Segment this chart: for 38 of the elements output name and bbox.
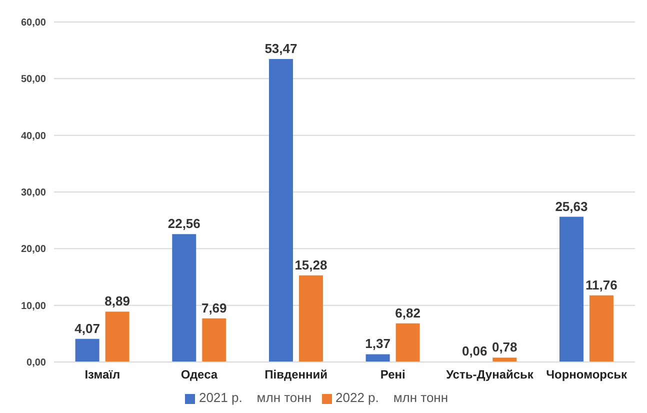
y-tick-label: 60,00	[20, 18, 46, 29]
y-tick-label: 10,00	[20, 300, 46, 312]
data-label: 7,69	[201, 300, 227, 316]
data-label: 25,63	[555, 198, 588, 214]
bar	[492, 358, 517, 362]
x-tick-label: Одеса	[180, 368, 218, 382]
bar	[268, 59, 293, 362]
x-tick-label: Ізмаїл	[84, 368, 120, 382]
y-tick-label: 0,00	[26, 358, 46, 369]
bar	[105, 312, 130, 362]
bar	[589, 295, 614, 362]
bar	[298, 275, 323, 362]
data-label: 1,37	[365, 336, 390, 352]
data-label: 11,76	[586, 277, 618, 292]
bar	[202, 318, 226, 362]
x-tick-label: Рені	[380, 368, 406, 382]
x-tick-label: Чорноморськ	[546, 368, 628, 382]
bar	[172, 234, 196, 362]
legend-label: 2022 р. млн тонн	[336, 390, 448, 405]
data-label: 4,07	[74, 320, 100, 336]
bar	[366, 354, 390, 362]
data-label: 6,82	[395, 305, 420, 320]
x-tick-label: Усть-Дунайськ	[446, 368, 534, 382]
y-tick-label: 40,00	[20, 130, 46, 142]
data-label: 53,47	[264, 41, 298, 56]
data-label: 15,28	[294, 257, 328, 272]
data-label: 8,89	[104, 294, 130, 309]
y-tick-label: 20,00	[20, 244, 46, 256]
bar	[559, 216, 584, 362]
y-tick-label: 30,00	[20, 188, 46, 199]
legend-label: 2021 р. млн тонн	[198, 390, 312, 405]
data-label: 0,78	[492, 340, 518, 355]
y-tick-label: 50,00	[20, 74, 46, 86]
bar	[396, 323, 420, 362]
data-label: 0,06	[462, 344, 488, 359]
x-tick-label: Південний	[264, 368, 328, 382]
data-label: 22,56	[168, 216, 200, 232]
bar	[75, 338, 100, 362]
